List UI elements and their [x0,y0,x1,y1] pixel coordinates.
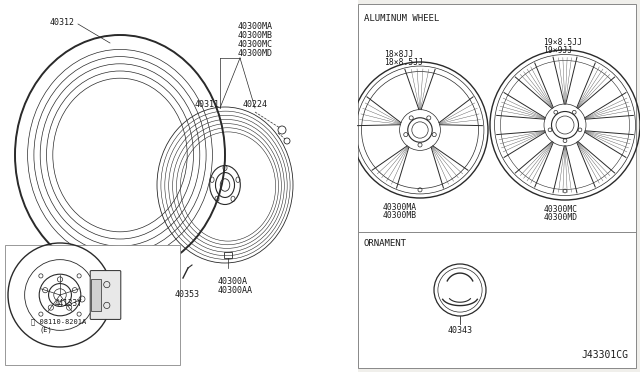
Text: 40311: 40311 [195,100,220,109]
Text: 40300MD: 40300MD [544,213,578,222]
Bar [0,0,358,372]
Text: 40300MC: 40300MC [544,205,578,214]
Text: 40300AA: 40300AA [218,286,253,295]
Text: 40300A: 40300A [218,277,248,286]
Text: 40300MA: 40300MA [238,22,273,31]
Text: 40353: 40353 [175,290,200,299]
Text: 18×8.5JJ: 18×8.5JJ [384,58,423,67]
Bar [92,279,100,311]
Text: 40300MA: 40300MA [383,203,417,212]
Bar [5,245,180,365]
Text: 40312: 40312 [50,18,75,27]
Text: 40300MC: 40300MC [238,40,273,49]
Text: 40300MB: 40300MB [383,211,417,220]
Text: 40224: 40224 [243,100,268,109]
Text: ③ 08110-8201A: ③ 08110-8201A [31,318,86,325]
Bar [224,252,232,258]
Text: 40300MD: 40300MD [238,49,273,58]
Text: 19×8.5JJ: 19×8.5JJ [543,38,582,47]
Text: 19×9JJ: 19×9JJ [543,46,572,55]
Text: ALUMINUM WHEEL: ALUMINUM WHEEL [364,14,439,23]
FancyBboxPatch shape [90,270,121,320]
Text: 44133Y: 44133Y [55,299,83,308]
Text: 40343: 40343 [447,326,472,335]
Text: 40300MB: 40300MB [238,31,273,40]
Bar [358,4,636,368]
Text: J43301CG: J43301CG [581,350,628,360]
Text: ORNAMENT: ORNAMENT [364,239,407,248]
Text: 18×8JJ: 18×8JJ [384,50,413,59]
Text: (E): (E) [39,326,52,333]
